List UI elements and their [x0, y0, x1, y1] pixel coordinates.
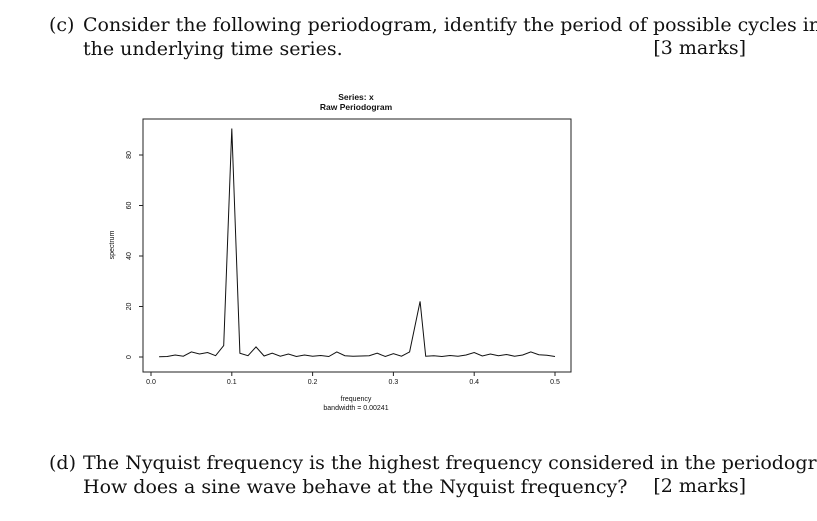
x-tick-label: 0.4 [469, 379, 479, 386]
x-tick-label: 0.3 [389, 379, 399, 386]
question-d-marks: [2 marks] [653, 475, 746, 497]
question-d-label: (d) [49, 452, 76, 474]
periodogram-line [159, 128, 556, 358]
question-c-label: (c) [49, 14, 75, 36]
x-axis-label: frequency [341, 396, 372, 403]
x-tick-label: 0.5 [550, 379, 560, 386]
y-tick-label: 0 [126, 355, 133, 359]
x-axis-bandwidth-note: bandwidth = 0.00241 [323, 405, 388, 412]
question-c: (c) Consider the following periodogram, … [49, 13, 817, 63]
y-tick-label: 60 [126, 202, 133, 210]
chart-subtitle: Raw Periodogram [320, 102, 393, 112]
plot-frame [142, 118, 572, 373]
question-c-line-2: the underlying time series. [83, 38, 343, 60]
y-axis-label: spectrum [109, 230, 116, 259]
question-d-line-2: How does a sine wave behave at the Nyqui… [83, 476, 628, 498]
question-c-marks: [3 marks] [653, 37, 746, 59]
x-tick-label: 0.0 [146, 379, 156, 386]
question-c-line-1: Consider the following periodogram, iden… [83, 14, 817, 36]
y-tick-label: 20 [126, 303, 133, 311]
y-tick-label: 40 [126, 252, 133, 260]
y-tick-label: 80 [126, 151, 133, 159]
x-tick-label: 0.1 [227, 379, 237, 386]
question-d-line-1: The Nyquist frequency is the highest fre… [83, 452, 817, 474]
chart-title: Series: x [338, 92, 374, 102]
x-tick-label: 0.2 [308, 379, 318, 386]
question-d: (d) The Nyquist frequency is the highest… [49, 451, 817, 501]
